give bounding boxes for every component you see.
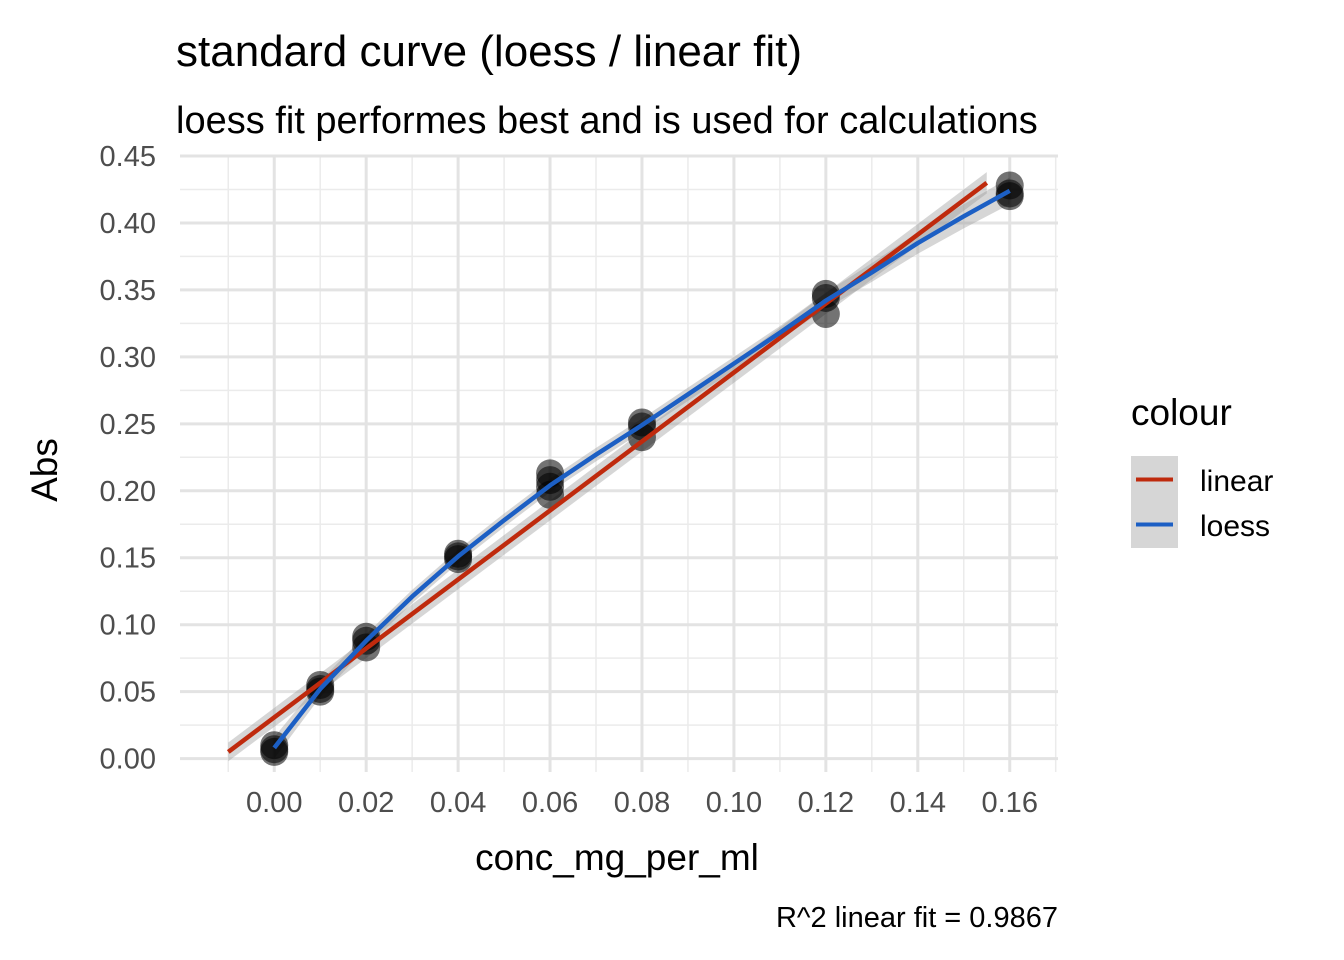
y-tick-label: 0.30 (100, 342, 156, 374)
y-tick-label: 0.20 (100, 476, 156, 508)
x-tick-label: 0.06 (522, 787, 578, 819)
grid (180, 154, 1058, 772)
y-tick-label: 0.05 (100, 677, 156, 709)
y-tick-label: 0.25 (100, 409, 156, 441)
fit-line-loess (272, 188, 1011, 750)
y-tick-label: 0.35 (100, 275, 156, 307)
fit-lines (226, 180, 1011, 754)
x-tick-label: 0.08 (614, 787, 670, 819)
ribbon-loess (274, 177, 1010, 759)
y-tick-label: 0.10 (100, 610, 156, 642)
x-tick-label: 0.10 (706, 787, 762, 819)
legend-label-linear: linear (1200, 465, 1273, 498)
y-tick-label: 0.45 (100, 141, 156, 173)
y-tick-label: 0.15 (100, 543, 156, 575)
x-tick-label: 0.16 (982, 787, 1038, 819)
y-tick-label: 0.00 (100, 744, 156, 776)
x-tick-label: 0.00 (246, 787, 302, 819)
chart-title: standard curve (loess / linear fit) (176, 27, 802, 76)
legend: colour linear loess (1131, 392, 1273, 548)
chart-subtitle: loess fit performes best and is used for… (176, 100, 1038, 142)
x-axis-ticks: 0.00 0.02 0.04 0.06 0.08 0.10 0.12 0.14 0.16 (246, 787, 1038, 819)
y-axis-ticks: 0.00 0.05 0.10 0.15 0.20 0.25 0.30 0.35 0.40 0.45 (100, 141, 156, 776)
legend-label-loess: loess (1200, 510, 1270, 543)
y-axis-title: Abs (24, 438, 65, 502)
y-tick-label: 0.40 (100, 208, 156, 240)
caption: R^2 linear fit = 0.9867 (776, 902, 1058, 934)
x-tick-label: 0.12 (798, 787, 854, 819)
x-tick-label: 0.14 (890, 787, 946, 819)
legend-title: colour (1131, 392, 1232, 433)
x-tick-label: 0.02 (338, 787, 394, 819)
x-axis-title: conc_mg_per_ml (475, 837, 759, 878)
x-tick-label: 0.04 (430, 787, 486, 819)
